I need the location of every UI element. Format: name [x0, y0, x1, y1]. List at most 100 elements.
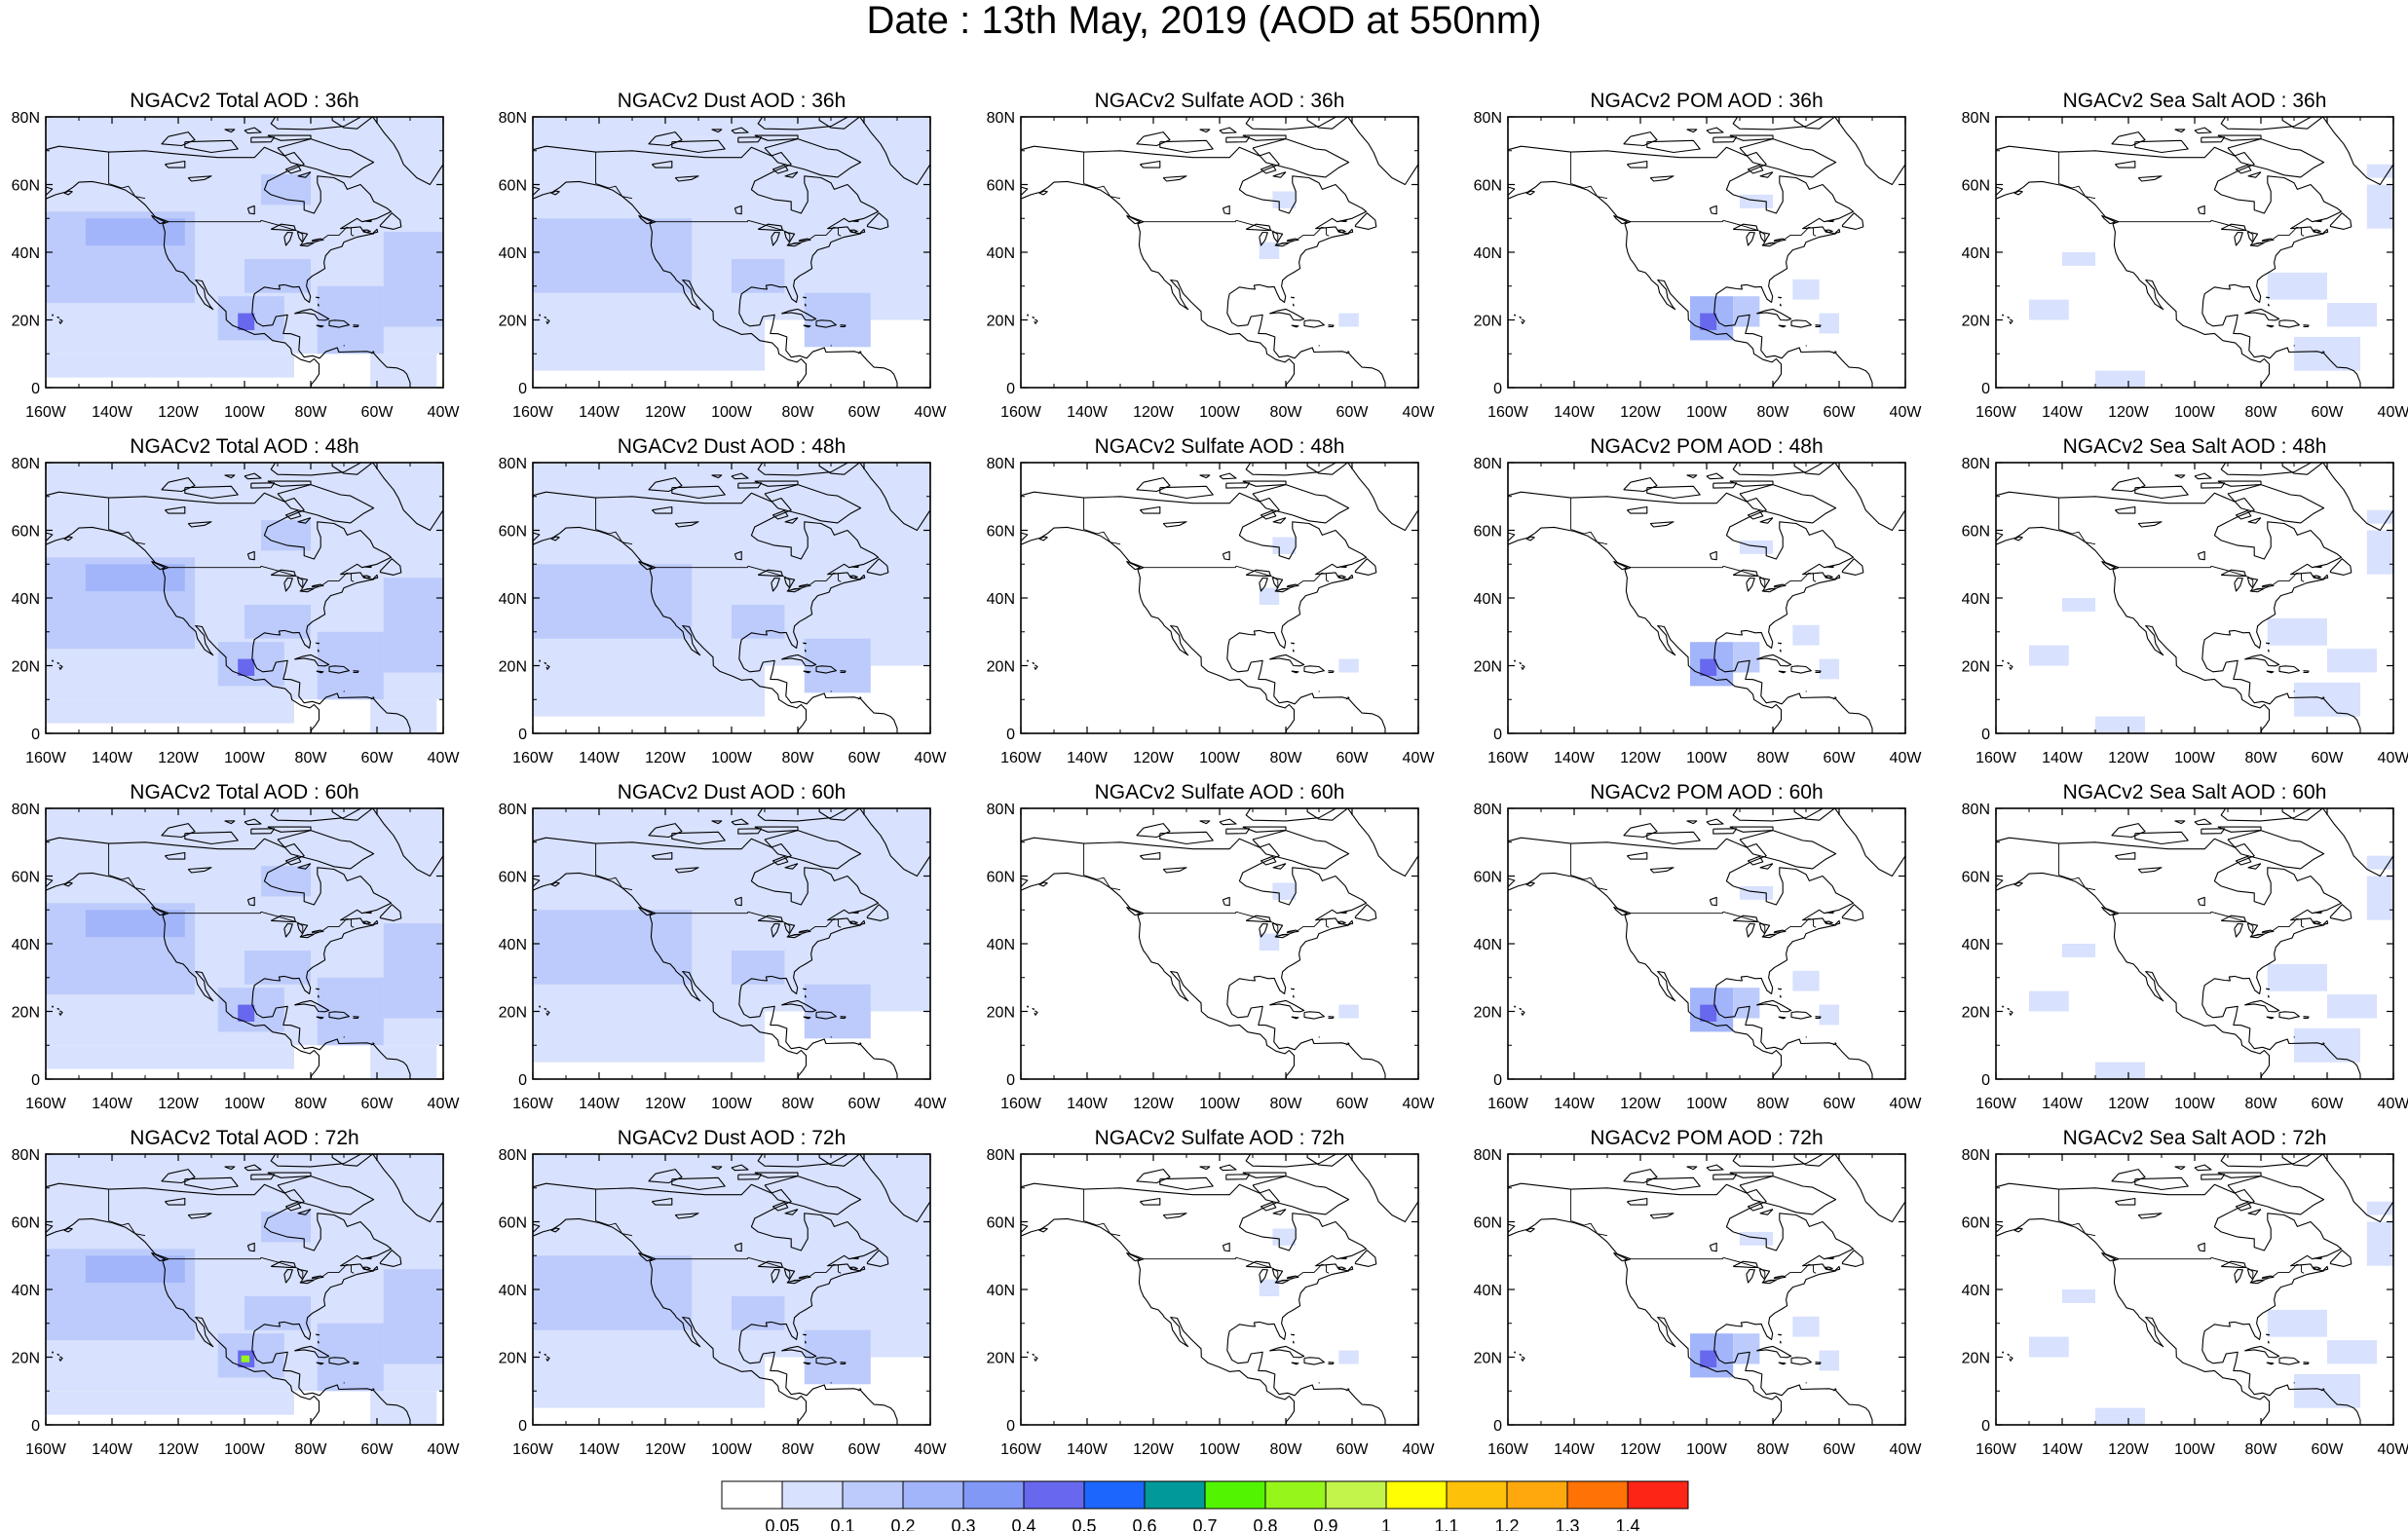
aod-field — [1259, 242, 1280, 259]
x-tick-label: 120W — [2108, 404, 2150, 421]
x-tick-label: 80W — [1270, 1441, 1303, 1458]
colorbar-box — [962, 1480, 1025, 1510]
x-tick-label: 160W — [1487, 1096, 1529, 1112]
x-tick-label: 100W — [2174, 750, 2216, 766]
x-tick-label: 60W — [361, 750, 395, 766]
x-tick-label: 60W — [1824, 750, 1857, 766]
aod-field — [1338, 1004, 1359, 1019]
aod-field — [2294, 336, 2360, 371]
x-tick-label: 140W — [579, 750, 621, 766]
aod-field — [533, 463, 930, 483]
map-content — [1021, 808, 1418, 1079]
x-tick-label: 120W — [645, 1096, 687, 1112]
map-content — [1996, 117, 2393, 388]
aod-field — [533, 117, 930, 137]
aod-field — [1259, 587, 1280, 605]
map-content — [46, 463, 443, 733]
aod-field — [533, 910, 693, 985]
y-tick-label: 60N — [1962, 524, 1990, 541]
aod-field — [85, 1255, 185, 1284]
y-tick-label: 40N — [1474, 1283, 1502, 1299]
aod-field — [1740, 194, 1773, 208]
aod-field — [1733, 296, 1760, 327]
y-tick-label: 80N — [987, 802, 1015, 818]
x-tick-label: 140W — [1554, 1441, 1596, 1458]
y-tick-label: 0 — [1981, 1072, 1990, 1089]
x-tick-label: 120W — [645, 750, 687, 766]
aod-field — [2267, 272, 2327, 300]
colorbar-box — [902, 1480, 964, 1510]
coastlines — [1508, 463, 1905, 733]
y-tick-label: 80N — [499, 802, 527, 818]
aod-field — [85, 564, 185, 592]
x-tick-label: 40W — [1890, 1441, 1923, 1458]
y-tick-label: 40N — [1962, 937, 1990, 953]
aod-hotspot — [1700, 313, 1717, 330]
y-tick-label: 80N — [1474, 456, 1502, 472]
aod-field — [2294, 682, 2360, 717]
x-tick-label: 140W — [1554, 1096, 1596, 1112]
x-tick-label: 100W — [1686, 1096, 1728, 1112]
panel-title: NGACv2 Sea Salt AOD : 36h — [2063, 90, 2327, 112]
y-tick-label: 40N — [987, 937, 1015, 953]
panel-title: NGACv2 Sea Salt AOD : 48h — [2063, 435, 2327, 458]
panel-title: NGACv2 Sulfate AOD : 48h — [1095, 435, 1345, 458]
y-tick-label: 0 — [518, 1418, 527, 1435]
panel-title: NGACv2 Total AOD : 48h — [130, 435, 358, 458]
aod-field — [870, 944, 930, 1012]
aod-field — [383, 232, 443, 327]
x-tick-label: 160W — [1975, 1441, 2017, 1458]
y-tick-label: 80N — [499, 1147, 527, 1164]
x-tick-label: 80W — [2245, 1441, 2278, 1458]
aod-field — [533, 1154, 930, 1175]
coastlines — [533, 117, 930, 388]
y-tick-label: 0 — [1006, 1418, 1015, 1435]
colorbar-label: 0.4 — [1011, 1516, 1035, 1531]
aod-hotspot-peak — [241, 1355, 250, 1363]
aod-field — [317, 285, 384, 355]
aod-field — [317, 977, 384, 1046]
x-tick-label: 100W — [1199, 1096, 1241, 1112]
x-tick-label: 80W — [782, 404, 815, 421]
x-tick-label: 120W — [1620, 750, 1662, 766]
aod-field — [1733, 988, 1760, 1019]
x-tick-label: 60W — [848, 404, 882, 421]
y-tick-label: 40N — [1474, 245, 1502, 262]
x-tick-label: 80W — [295, 404, 328, 421]
colorbar-label: 0.3 — [951, 1516, 975, 1531]
x-tick-label: 80W — [1757, 1441, 1790, 1458]
aod-field — [1338, 313, 1359, 327]
map-background — [1508, 117, 1905, 388]
x-tick-label: 40W — [1403, 750, 1436, 766]
x-tick-label: 60W — [361, 404, 395, 421]
y-tick-label: 40N — [499, 1283, 527, 1299]
colorbar-label: 1.3 — [1555, 1516, 1579, 1531]
coastlines — [1996, 1154, 2393, 1425]
y-tick-label: 0 — [31, 1072, 40, 1089]
colorbar-label: 1 — [1381, 1516, 1391, 1531]
map-panel-r4-c5: NGACv2 Sea Salt AOD : 72h 160W 140W 120W 100… — [1962, 1127, 2408, 1458]
coastlines — [46, 117, 443, 388]
x-tick-label: 60W — [2312, 1096, 2345, 1112]
x-tick-label: 120W — [158, 1096, 200, 1112]
aod-field — [1819, 313, 1839, 334]
aod-field — [1338, 658, 1359, 673]
x-tick-label: 120W — [1133, 1441, 1175, 1458]
y-tick-label: 60N — [499, 178, 527, 195]
x-tick-label: 140W — [1067, 404, 1109, 421]
aod-field — [2029, 299, 2069, 320]
map-content — [1508, 808, 1905, 1079]
x-tick-label: 120W — [1133, 1096, 1175, 1112]
coastlines — [1996, 117, 2393, 388]
aod-field — [2062, 252, 2095, 266]
y-tick-label: 80N — [1474, 802, 1502, 818]
x-tick-label: 100W — [224, 404, 266, 421]
map-panel-r1-c4: NGACv2 POM AOD : 36h 160W 140W 120W 100W 80W 6… — [1474, 90, 1923, 421]
y-tick-label: 80N — [499, 456, 527, 472]
x-tick-label: 160W — [1975, 404, 2017, 421]
y-tick-label: 0 — [1981, 381, 1990, 397]
colorbar-label: 0.9 — [1313, 1516, 1337, 1531]
aod-field — [2029, 645, 2069, 666]
y-tick-label: 60N — [12, 1215, 40, 1232]
panel-title: NGACv2 Dust AOD : 72h — [618, 1127, 847, 1149]
